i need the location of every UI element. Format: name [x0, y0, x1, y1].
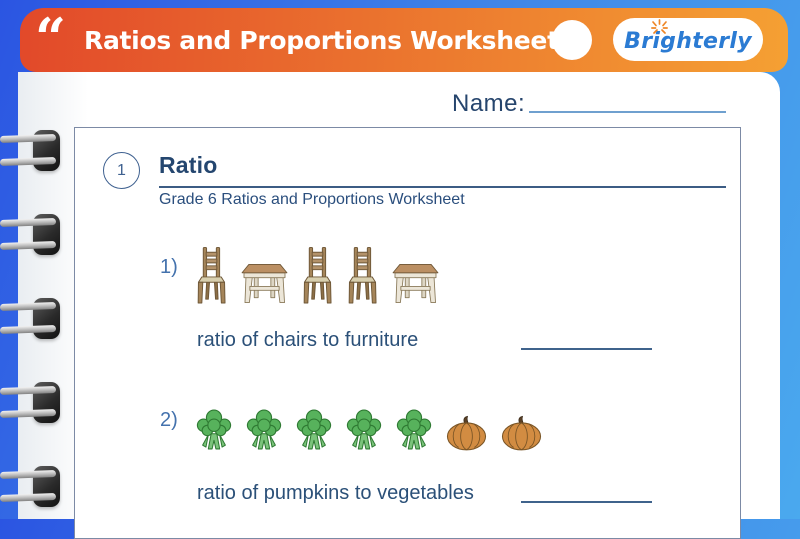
- section-title: Ratio: [159, 152, 218, 178]
- section-number-badge: 1: [103, 152, 140, 189]
- table-icon: [241, 263, 288, 304]
- binder-wire: [0, 218, 57, 227]
- chair-icon: [302, 246, 333, 304]
- binder-wire: [0, 157, 57, 166]
- question-row: 1): [160, 246, 439, 304]
- spiral-binder: [0, 214, 60, 255]
- spiral-binder: [0, 466, 60, 507]
- quote-icon: “: [35, 6, 67, 70]
- answer-blank-line: [521, 501, 652, 503]
- section-divider: [159, 186, 726, 188]
- broccoli-icon: [396, 409, 432, 451]
- prompt-row: ratio of pumpkins to vegetables: [197, 479, 652, 505]
- question-row: 2): [160, 409, 542, 451]
- binder-wire: [0, 134, 57, 143]
- broccoli-icon: [346, 409, 382, 451]
- binder-wire: [0, 325, 57, 334]
- section-subtitle: Grade 6 Ratios and Proportions Worksheet: [159, 191, 465, 208]
- prompt-row: ratio of chairs to furniture: [197, 326, 652, 352]
- broccoli-icon: [246, 409, 282, 451]
- binder-wire: [0, 493, 57, 502]
- chair-icon: [196, 246, 227, 304]
- name-blank-line: [529, 111, 726, 113]
- binder-wire: [0, 470, 57, 479]
- header-bar: “ Ratios and Proportions Worksheets Brig…: [20, 8, 788, 72]
- question-number: 2): [160, 409, 178, 431]
- question-icons: [196, 246, 439, 304]
- spiral-binder: [0, 298, 60, 339]
- question-prompt: ratio of chairs to furniture: [197, 329, 419, 351]
- table-icon: [392, 263, 439, 304]
- binder-wire: [0, 386, 57, 395]
- binder-wire: [0, 409, 57, 418]
- name-label: Name:: [452, 90, 526, 117]
- chair-icon: [347, 246, 378, 304]
- pumpkin-icon: [501, 415, 542, 451]
- worksheet-frame: 1 Ratio Grade 6 Ratios and Proportions W…: [74, 127, 741, 539]
- question-prompt: ratio of pumpkins to vegetables: [197, 482, 474, 504]
- header-circle-decoration: [552, 20, 592, 60]
- broccoli-icon: [296, 409, 332, 451]
- binder-wire: [0, 241, 57, 250]
- spiral-binder: [0, 130, 60, 171]
- answer-blank-line: [521, 348, 652, 350]
- question-icons: [196, 409, 542, 451]
- pumpkin-icon: [446, 415, 487, 451]
- brand-sun-icon: [651, 19, 668, 34]
- question-number: 1): [160, 256, 178, 278]
- binder-wire: [0, 302, 57, 311]
- broccoli-icon: [196, 409, 232, 451]
- brighterly-logo[interactable]: Brighterly: [613, 18, 763, 61]
- page-title: Ratios and Proportions Worksheets: [84, 25, 574, 55]
- spiral-binder: [0, 382, 60, 423]
- brand-name: Brighterly: [624, 29, 752, 54]
